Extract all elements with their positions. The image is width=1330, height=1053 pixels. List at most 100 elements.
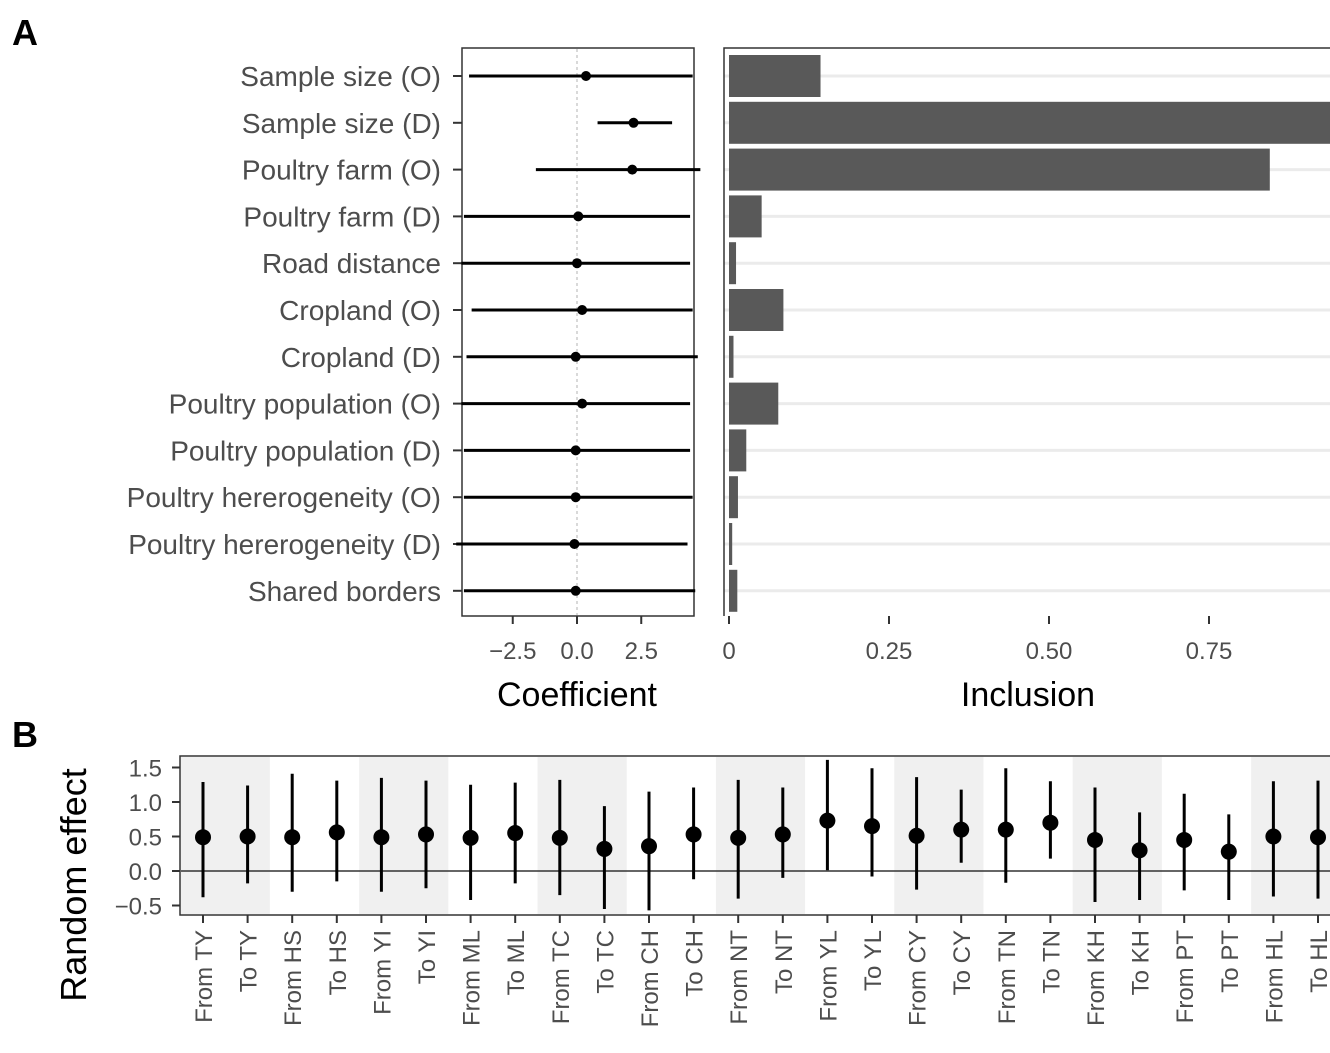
x-tick-label: 0.0 [560,638,593,665]
inclusion-panel-border [723,47,1330,616]
coefficient-point [580,71,591,81]
random-effect-point [953,821,970,838]
x-tick-label: To KH [1128,930,1155,995]
shaded-band [894,757,984,914]
x-tick-label: To HS [325,930,352,995]
variable-label: Sample size (O) [240,61,441,92]
inclusion-bar [729,569,738,612]
x-tick-label: To CH [682,930,709,997]
x-tick-label: From TY [191,930,218,1023]
variable-label: Sample size (D) [242,108,441,139]
inclusion-bar [729,382,779,425]
inclusion-axis-title: Inclusion [961,676,1095,714]
x-tick-label: From HL [1261,930,1288,1023]
random-effect-point [418,826,434,843]
variable-label: Cropland (O) [279,295,441,326]
x-tick-label: From PT [1172,930,1199,1024]
random-effect-point [641,838,657,855]
random-effect-point [730,829,747,846]
shaded-band [715,757,806,914]
x-tick-label: From HS [280,930,307,1026]
random-effect-point [1087,831,1103,848]
x-tick-label: To ML [503,930,530,995]
coefficient-point [570,351,581,362]
y-tick-label: 0.0 [129,859,162,886]
x-tick-label: From KH [1083,930,1110,1026]
random-effect-point [1042,814,1059,831]
inclusion-bar [729,242,737,285]
x-tick-label: 0 [722,638,735,665]
inclusion-bar [729,523,733,565]
x-tick-label: 0.25 [866,638,913,665]
variable-label: Cropland (D) [281,342,441,373]
x-tick-label: To PT [1217,930,1244,993]
coefficient-point [628,117,639,128]
x-tick-label: From CH [637,930,664,1027]
inclusion-bar [729,195,762,238]
random-effect-point [507,825,524,842]
x-tick-label: To HL [1306,930,1330,993]
random-effect-panel-border [179,755,1330,916]
coefficient-panel: Sample size (O) Sample size (D) Poultry fa… [127,47,701,714]
random-effect-point [328,824,345,841]
x-tick-label: −2.5 [489,638,536,665]
random-effect-point [997,821,1014,838]
inclusion-panel: 0 0.25 0.50 0.75 Inclusion [722,47,1330,714]
coefficient-point [627,164,638,175]
random-effect-point [774,826,791,843]
x-tick-label: To CY [949,930,976,995]
random-effect-point [373,829,390,846]
inclusion-bar [729,289,784,331]
panel-b-letter: B [12,714,38,755]
x-tick-label: To TC [592,930,619,994]
coefficient-point [577,305,588,315]
panel-a-letter: A [12,12,38,53]
x-tick-label: 2.5 [625,638,658,665]
inclusion-bar [729,476,738,519]
random-effect-point [462,829,479,846]
x-tick-label: To TY [236,930,263,992]
y-tick-label: 1.0 [129,790,162,817]
shaded-band [1072,757,1162,914]
random-effect-point [1131,842,1148,859]
coefficient-point [570,585,581,596]
x-tick-label: To TN [1038,930,1065,994]
random-effect-panel: 1.5 1.0 0.5 0.0 −0.5 From TY To TY From HS To HS… [53,755,1330,1027]
random-effect-point [908,827,925,844]
x-tick-label: From YI [369,930,396,1015]
x-tick-label: 0.75 [1186,638,1233,665]
random-effect-point [685,826,702,843]
coefficient-point [569,539,580,549]
coefficient-point [573,211,584,222]
shaded-band [180,757,270,914]
x-tick-label: From YL [815,930,842,1022]
x-tick-label: From TC [548,930,575,1024]
random-effect-point [195,829,211,846]
random-effect-point [551,829,568,846]
y-tick-label: −0.5 [115,894,162,921]
y-tick-label: 1.5 [129,756,162,783]
inclusion-bar [729,148,1270,191]
x-tick-label: To NT [771,930,798,994]
y-tick-label: 0.5 [129,825,162,852]
x-tick-label: From NT [726,930,753,1025]
variable-label: Poultry farm (O) [242,155,441,186]
coefficient-point [577,398,588,409]
variable-label: Shared borders [248,576,441,607]
variable-label: Poultry farm (D) [243,201,441,232]
random-effect-point [864,818,880,835]
x-tick-label: 0.50 [1026,638,1073,665]
x-tick-label: From CY [905,930,932,1026]
coefficient-point [570,445,581,456]
coefficient-axis-title: Coefficient [497,676,658,714]
x-tick-label: To YI [414,930,441,984]
random-effect-point [284,829,301,846]
random-effect-point [239,828,256,845]
variable-label: Poultry population (O) [169,389,441,420]
random-effect-point [819,812,836,829]
variable-label: Poultry population (D) [170,435,441,466]
coefficient-point [572,258,582,269]
inclusion-bar [729,55,821,97]
random-effect-axis-title: Random effect [53,768,94,1001]
